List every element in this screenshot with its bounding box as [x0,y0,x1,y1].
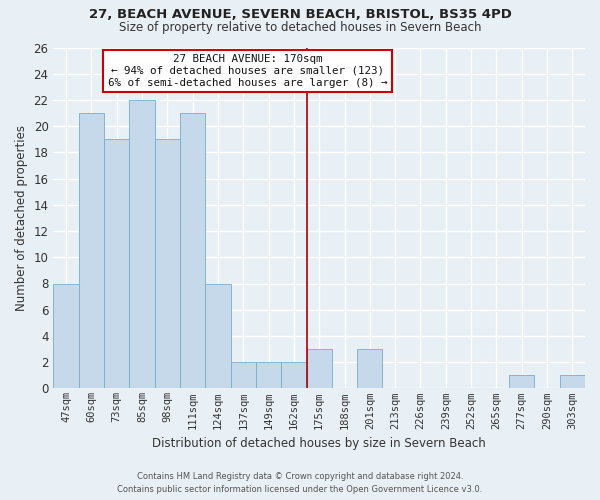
Bar [155,140,180,388]
Bar [230,362,256,388]
Text: 27, BEACH AVENUE, SEVERN BEACH, BRISTOL, BS35 4PD: 27, BEACH AVENUE, SEVERN BEACH, BRISTOL,… [89,8,511,20]
Bar [79,113,104,388]
Bar [205,284,230,389]
Bar [256,362,281,388]
Bar [307,349,332,389]
Bar [357,349,382,389]
Bar [560,376,585,388]
Y-axis label: Number of detached properties: Number of detached properties [15,125,28,311]
Bar [180,113,205,388]
Bar [130,100,155,388]
Text: Size of property relative to detached houses in Severn Beach: Size of property relative to detached ho… [119,21,481,34]
Bar [53,284,79,389]
Text: Contains HM Land Registry data © Crown copyright and database right 2024.
Contai: Contains HM Land Registry data © Crown c… [118,472,482,494]
Bar [104,140,130,388]
Text: 27 BEACH AVENUE: 170sqm
← 94% of detached houses are smaller (123)
6% of semi-de: 27 BEACH AVENUE: 170sqm ← 94% of detache… [107,54,387,88]
Bar [509,376,535,388]
X-axis label: Distribution of detached houses by size in Severn Beach: Distribution of detached houses by size … [152,437,486,450]
Bar [281,362,307,388]
